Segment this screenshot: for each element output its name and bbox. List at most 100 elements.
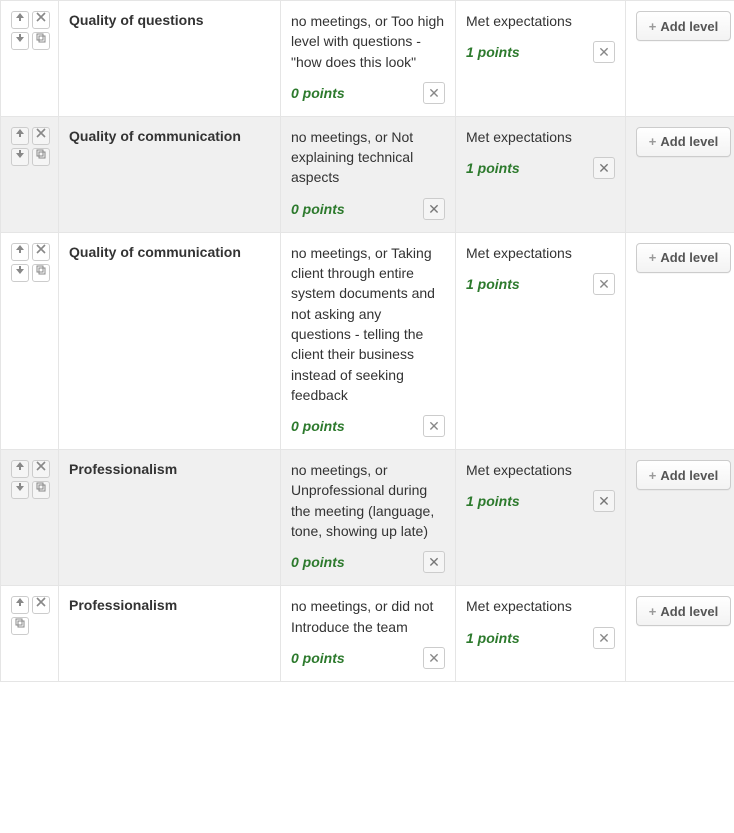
delete-level-button[interactable]: ✕ bbox=[593, 157, 615, 179]
add-level-cell: +Add level bbox=[626, 1, 734, 117]
move-up-button[interactable] bbox=[11, 596, 29, 614]
level-points: 1 points bbox=[466, 276, 520, 292]
arrow-down-icon bbox=[12, 33, 28, 43]
criterion-title-cell[interactable]: Quality of communication bbox=[59, 232, 281, 449]
arrow-up-icon bbox=[12, 597, 28, 607]
close-icon bbox=[33, 461, 49, 471]
level-points-row: 1 points ✕ bbox=[466, 627, 615, 649]
close-icon bbox=[33, 12, 49, 22]
delete-row-button[interactable] bbox=[32, 596, 50, 614]
delete-row-button[interactable] bbox=[32, 243, 50, 261]
duplicate-row-button[interactable] bbox=[32, 32, 50, 50]
delete-row-button[interactable] bbox=[32, 11, 50, 29]
level-points-row: 0 points✕ bbox=[291, 647, 445, 669]
move-down-button[interactable] bbox=[11, 148, 29, 166]
close-icon: ✕ bbox=[598, 630, 610, 646]
level-cell[interactable]: no meetings, or did not Introduce the te… bbox=[281, 586, 456, 682]
delete-level-button[interactable]: ✕ bbox=[423, 551, 445, 573]
criterion-title-cell[interactable]: Quality of questions bbox=[59, 1, 281, 117]
level-cell[interactable]: no meetings, or Taking client through en… bbox=[281, 232, 456, 449]
level-description: no meetings, or Taking client through en… bbox=[291, 243, 445, 405]
plus-icon: + bbox=[649, 468, 657, 483]
level-description: Met expectations bbox=[466, 243, 615, 263]
criterion-title: Professionalism bbox=[69, 460, 270, 479]
add-level-button[interactable]: +Add level bbox=[636, 11, 731, 41]
move-down-button[interactable] bbox=[11, 481, 29, 499]
level-description: Met expectations bbox=[466, 127, 615, 147]
level-points-row: 0 points✕ bbox=[291, 415, 445, 437]
move-up-button[interactable] bbox=[11, 243, 29, 261]
add-level-label: Add level bbox=[660, 134, 718, 149]
level-cell[interactable]: Met expectations1 points✕ bbox=[456, 1, 626, 117]
delete-level-button[interactable]: ✕ bbox=[593, 490, 615, 512]
add-level-button[interactable]: +Add level bbox=[636, 127, 731, 157]
delete-level-button[interactable]: ✕ bbox=[593, 41, 615, 63]
level-description: no meetings, or Unprofessional during th… bbox=[291, 460, 445, 541]
criterion-title-cell[interactable]: Professionalism bbox=[59, 586, 281, 682]
add-level-button[interactable]: +Add level bbox=[636, 460, 731, 490]
arrow-down-icon bbox=[12, 149, 28, 159]
level-cell[interactable]: Met expectations 1 points✕ bbox=[456, 116, 626, 232]
add-level-cell: +Add level bbox=[626, 116, 734, 232]
criterion-row: Quality of communicationno meetings, or … bbox=[1, 116, 734, 232]
level-points: 1 points bbox=[466, 630, 520, 646]
level-points-row: 1 points✕ bbox=[466, 490, 615, 512]
level-points-row: 1 points ✕ bbox=[466, 273, 615, 295]
level-points: 0 points bbox=[291, 201, 345, 217]
duplicate-row-button[interactable] bbox=[32, 148, 50, 166]
level-points-row: 0 points ✕ bbox=[291, 82, 445, 104]
move-down-button[interactable] bbox=[11, 264, 29, 282]
level-points-row: 1 points✕ bbox=[466, 157, 615, 179]
delete-level-button[interactable]: ✕ bbox=[423, 647, 445, 669]
delete-level-button[interactable]: ✕ bbox=[423, 198, 445, 220]
level-cell[interactable]: Met expectations 1 points ✕ bbox=[456, 586, 626, 682]
add-level-cell: +Add level bbox=[626, 450, 734, 586]
delete-level-button[interactable]: ✕ bbox=[593, 627, 615, 649]
level-points: 0 points bbox=[291, 554, 345, 570]
criterion-title: Professionalism bbox=[69, 596, 270, 615]
level-points: 1 points bbox=[466, 44, 520, 60]
criterion-title-cell[interactable]: Quality of communication bbox=[59, 116, 281, 232]
close-icon: ✕ bbox=[598, 44, 610, 60]
add-level-button[interactable]: +Add level bbox=[636, 243, 731, 273]
arrow-up-icon bbox=[12, 461, 28, 471]
level-cell[interactable]: no meetings, or Unprofessional during th… bbox=[281, 450, 456, 586]
close-icon: ✕ bbox=[428, 201, 440, 217]
level-description: Met expectations bbox=[466, 596, 615, 616]
level-description: no meetings, or Not explaining technical… bbox=[291, 127, 445, 188]
move-down-button[interactable] bbox=[11, 32, 29, 50]
level-cell[interactable]: no meetings, or Not explaining technical… bbox=[281, 116, 456, 232]
add-level-button[interactable]: +Add level bbox=[636, 596, 731, 626]
copy-icon bbox=[33, 265, 49, 275]
criterion-row: Quality of questionsno meetings, or Too … bbox=[1, 1, 734, 117]
level-cell[interactable]: no meetings, or Too high level with ques… bbox=[281, 1, 456, 117]
row-controls-grid bbox=[11, 460, 53, 499]
move-up-button[interactable] bbox=[11, 127, 29, 145]
level-points-row: 1 points ✕ bbox=[466, 41, 615, 63]
level-description: Met expectations bbox=[466, 460, 615, 480]
level-points-row: 0 points ✕ bbox=[291, 551, 445, 573]
level-cell[interactable]: Met expectations 1 points ✕ bbox=[456, 232, 626, 449]
row-controls-grid bbox=[11, 11, 53, 50]
copy-icon bbox=[33, 33, 49, 43]
delete-level-button[interactable]: ✕ bbox=[423, 82, 445, 104]
close-icon bbox=[33, 597, 49, 607]
row-controls bbox=[1, 1, 59, 117]
criterion-title-cell[interactable]: Professionalism bbox=[59, 450, 281, 586]
duplicate-row-button[interactable] bbox=[11, 617, 29, 635]
delete-row-button[interactable] bbox=[32, 460, 50, 478]
level-cell[interactable]: Met expectations 1 points✕ bbox=[456, 450, 626, 586]
close-icon: ✕ bbox=[428, 554, 440, 570]
move-up-button[interactable] bbox=[11, 460, 29, 478]
move-up-button[interactable] bbox=[11, 11, 29, 29]
duplicate-row-button[interactable] bbox=[32, 481, 50, 499]
delete-row-button[interactable] bbox=[32, 127, 50, 145]
delete-level-button[interactable]: ✕ bbox=[423, 415, 445, 437]
duplicate-row-button[interactable] bbox=[32, 264, 50, 282]
plus-icon: + bbox=[649, 134, 657, 149]
add-level-label: Add level bbox=[660, 468, 718, 483]
delete-level-button[interactable]: ✕ bbox=[593, 273, 615, 295]
row-controls bbox=[1, 450, 59, 586]
row-controls-grid bbox=[11, 596, 53, 635]
level-points: 0 points bbox=[291, 85, 345, 101]
